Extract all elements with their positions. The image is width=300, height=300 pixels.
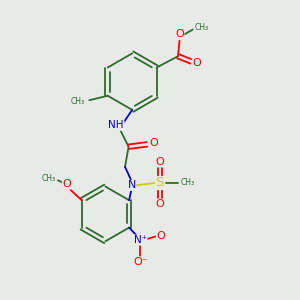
Text: O: O xyxy=(175,29,184,39)
Text: CH₃: CH₃ xyxy=(194,23,208,32)
Text: O: O xyxy=(192,58,201,68)
Text: O: O xyxy=(155,200,164,209)
Text: S: S xyxy=(156,176,164,190)
Text: CH₃: CH₃ xyxy=(71,97,85,106)
Text: CH₃: CH₃ xyxy=(42,174,56,183)
Text: O: O xyxy=(155,157,164,166)
Text: CH₃: CH₃ xyxy=(181,178,195,188)
Text: O: O xyxy=(149,138,158,148)
Text: NH: NH xyxy=(108,120,124,130)
Text: O: O xyxy=(62,179,71,189)
Text: N: N xyxy=(128,180,136,190)
Text: O⁻: O⁻ xyxy=(133,257,148,267)
Text: N⁺: N⁺ xyxy=(134,235,147,245)
Text: O: O xyxy=(157,231,166,241)
